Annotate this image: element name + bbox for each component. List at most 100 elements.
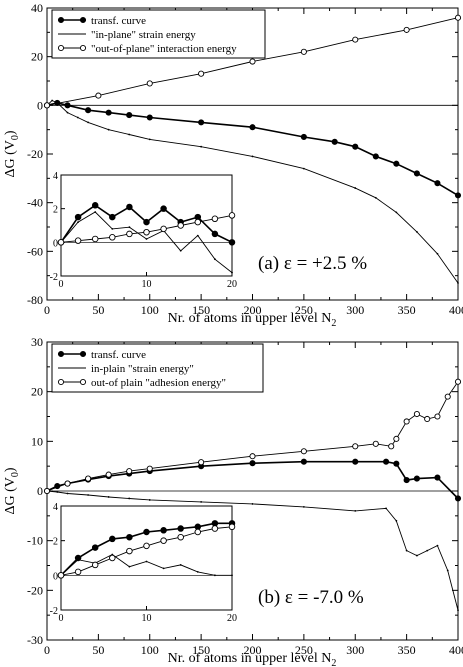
x-tick-label: 0 bbox=[44, 303, 50, 317]
series-1-point bbox=[251, 155, 254, 158]
legend-marker bbox=[79, 378, 87, 386]
y-tick-label: -60 bbox=[27, 244, 43, 258]
inset-series-1-point bbox=[145, 238, 148, 240]
x-tick-label: 0 bbox=[44, 643, 50, 657]
x-tick-label: 250 bbox=[295, 303, 313, 317]
inset-series-0-marker bbox=[109, 213, 116, 221]
series-0-marker bbox=[413, 170, 420, 177]
inset-series-1-point bbox=[231, 271, 233, 274]
x-tick-label: 400 bbox=[449, 643, 463, 657]
series-0-marker bbox=[454, 495, 462, 502]
y-tick-label: 0 bbox=[37, 98, 43, 112]
inset-series-2-marker bbox=[211, 525, 219, 532]
legend-marker bbox=[57, 44, 65, 52]
legend-label-1: in-plain "strain energy" bbox=[91, 363, 194, 375]
x-axis-label: Nr. of atoms in upper level N2 bbox=[168, 651, 337, 667]
series-2-marker bbox=[43, 487, 51, 495]
inset-y-tick-label: 2 bbox=[53, 205, 58, 216]
inset-series-0-marker bbox=[74, 213, 82, 221]
inset-series-0-marker bbox=[74, 554, 82, 562]
inset-series-1-point bbox=[145, 560, 148, 563]
series-1-point bbox=[128, 133, 131, 136]
series-1-point bbox=[87, 494, 89, 496]
series-2-marker bbox=[352, 36, 359, 43]
legend-marker bbox=[57, 378, 65, 386]
x-tick-label: 300 bbox=[346, 643, 364, 657]
y-tick-label: -30 bbox=[27, 633, 43, 647]
inset-series-2-marker bbox=[177, 533, 184, 541]
series-2-marker bbox=[403, 418, 410, 425]
x-tick-label: 200 bbox=[244, 643, 262, 657]
x-tick-label: 350 bbox=[398, 303, 416, 317]
x-tick-label: 300 bbox=[346, 303, 364, 317]
inset-y-tick-label: -2 bbox=[50, 606, 58, 617]
series-0-marker bbox=[352, 458, 359, 465]
series-0-line bbox=[46, 460, 459, 500]
series-1-point bbox=[148, 499, 151, 501]
series-0-marker bbox=[300, 458, 307, 465]
series-0-marker bbox=[198, 119, 205, 126]
panel-label: (b) bbox=[258, 587, 285, 608]
inset-y-tick-label: 4 bbox=[53, 502, 58, 513]
series-2-marker bbox=[43, 102, 51, 109]
inset-y-tick-label: 2 bbox=[53, 537, 58, 548]
inset-frame bbox=[60, 174, 233, 277]
y-axis-label: ΔG (V0) bbox=[3, 130, 21, 177]
inset-series-2-marker bbox=[194, 528, 202, 536]
series-1-point bbox=[416, 554, 418, 557]
series-1-point bbox=[302, 505, 305, 508]
legend: transf. curve "in-plane" strain energy "ou… bbox=[51, 9, 266, 59]
series-2-marker bbox=[105, 471, 112, 478]
legend-marker bbox=[79, 350, 87, 358]
series-2-marker bbox=[64, 480, 71, 487]
series-2-marker bbox=[198, 459, 205, 466]
series-1-point bbox=[51, 99, 54, 102]
legend-label-0: transf. curve bbox=[91, 15, 146, 27]
series-0-marker bbox=[383, 458, 390, 465]
y-tick-label: 20 bbox=[31, 385, 43, 399]
series-2-marker bbox=[352, 443, 359, 450]
inset-y-tick-label: 0 bbox=[53, 571, 58, 582]
series-1-point bbox=[251, 503, 254, 505]
inset-series-0-marker bbox=[143, 218, 150, 226]
inset-series-1-point bbox=[231, 574, 233, 577]
legend-label-0: transf. curve bbox=[91, 349, 146, 361]
series-1-point bbox=[56, 491, 59, 493]
series-2-marker bbox=[434, 413, 441, 420]
inset-series-2-marker bbox=[91, 561, 99, 569]
x-tick-label: 50 bbox=[92, 303, 104, 317]
x-tick-label: 100 bbox=[141, 303, 159, 317]
series-2-marker bbox=[454, 378, 462, 385]
inset-series-2-marker bbox=[160, 225, 167, 233]
legend-label-2: out-of plain "adhesion energy" bbox=[91, 377, 226, 389]
x-tick-label: 350 bbox=[398, 643, 416, 657]
y-tick-label: -10 bbox=[27, 534, 43, 548]
series-0-marker bbox=[105, 109, 112, 116]
panel-annotation: (a) ε = +2.5 % bbox=[258, 253, 367, 274]
series-2-marker bbox=[198, 70, 205, 77]
series-2-marker bbox=[444, 393, 451, 400]
inset-series-1-point bbox=[196, 570, 199, 573]
y-tick-label: -20 bbox=[27, 147, 43, 161]
series-2-marker bbox=[424, 415, 431, 423]
y-tick-label: -40 bbox=[27, 196, 43, 210]
legend-marker bbox=[79, 16, 87, 24]
y-tick-label: -80 bbox=[27, 293, 43, 307]
inset-series-2-marker bbox=[211, 215, 219, 223]
series-1-point bbox=[405, 549, 408, 552]
y-tick-label: -20 bbox=[27, 583, 43, 597]
series-2-marker bbox=[126, 468, 133, 475]
x-tick-label: 200 bbox=[244, 303, 262, 317]
series-1-point bbox=[436, 544, 439, 547]
legend-marker bbox=[79, 44, 87, 52]
inset-x-tick-label: 10 bbox=[142, 613, 152, 624]
series-1-point bbox=[302, 167, 305, 170]
legend-label-2: "out-of-plane" interaction energy bbox=[91, 43, 237, 55]
series-0-marker bbox=[413, 475, 420, 482]
series-0-marker bbox=[64, 102, 71, 109]
inset-series-1-point bbox=[128, 226, 131, 229]
series-1-point bbox=[66, 111, 69, 114]
series-0-marker bbox=[403, 477, 410, 484]
